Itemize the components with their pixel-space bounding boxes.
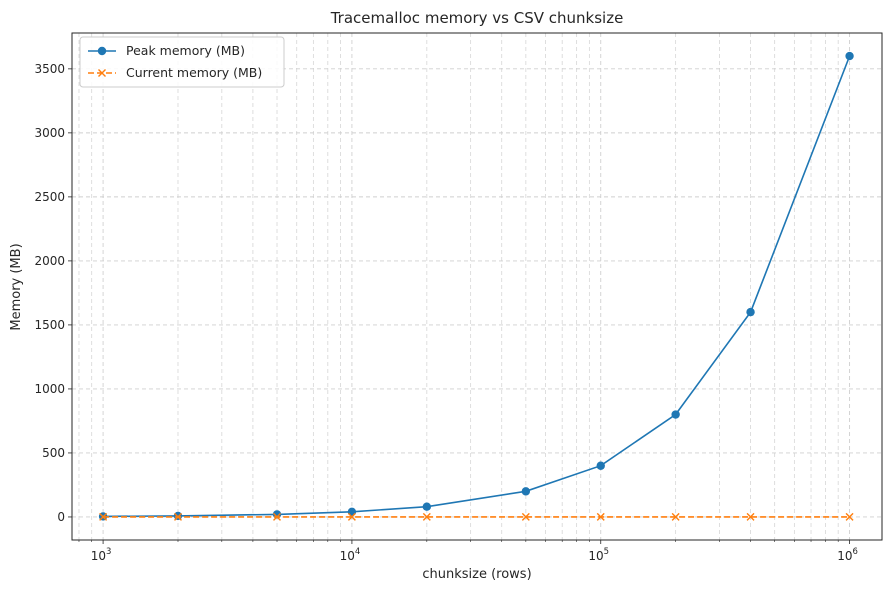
x-marker-stroke: [173, 512, 182, 521]
y-axis-label: Memory (MB): [9, 243, 24, 330]
chart-title: Tracemalloc memory vs CSV chunksize: [330, 9, 624, 27]
data-point-peak: [845, 51, 854, 61]
legend-entry-peak: Peak memory (MB): [88, 43, 245, 58]
y-tick-label: 3500: [34, 62, 65, 76]
x-marker-stroke: [273, 512, 282, 521]
legend-label-peak: Peak memory (MB): [126, 43, 245, 58]
data-point-current: [347, 512, 356, 521]
series-line-0: [103, 55, 851, 518]
y-tick-label: 2500: [34, 190, 65, 204]
legend-swatch-marker: [97, 46, 107, 56]
x-marker-stroke: [422, 512, 431, 521]
data-point-peak: [746, 307, 755, 317]
data-point-peak: [671, 410, 680, 419]
x-marker-stroke: [845, 512, 854, 521]
data-point-current: [521, 512, 530, 521]
x-marker-stroke: [596, 512, 605, 521]
x-axis-ticks: 103 104 105 106: [78, 540, 858, 563]
data-point-current: [422, 512, 431, 521]
y-axis-ticks: 0 500 1000 1500 2000 2500 3000 3500: [34, 62, 72, 524]
x-marker-stroke: [746, 512, 755, 521]
legend-entry-current: Current memory (MB): [88, 65, 262, 80]
x-tick-label: 104: [340, 547, 361, 563]
legend-box: [79, 36, 285, 88]
y-tick-label: 500: [42, 446, 65, 460]
x-axis-label: chunksize (rows): [422, 567, 531, 582]
y-tick-label: 2000: [34, 254, 65, 268]
legend: Peak memory (MB) Current memory (MB): [79, 36, 285, 88]
x-marker-stroke: [671, 512, 680, 521]
data-point-current: [596, 512, 605, 521]
data-point-current: [845, 512, 854, 521]
data-point-current: [746, 512, 755, 521]
legend-label-current: Current memory (MB): [126, 65, 262, 80]
x-tick-label: 106: [837, 547, 858, 563]
x-tick-label: 103: [91, 547, 112, 563]
data-point-current: [99, 512, 108, 521]
legend-swatch-marker: [98, 69, 106, 77]
data-point-peak: [422, 502, 432, 511]
y-tick-label: 3000: [34, 126, 65, 140]
x-marker-stroke: [99, 512, 108, 521]
x-tick-label: 105: [588, 547, 609, 563]
x-marker-stroke: [347, 512, 356, 521]
data-point-peak: [521, 487, 531, 496]
data-point-current: [273, 512, 282, 521]
y-tick-label: 1000: [34, 382, 65, 396]
plot-area: [71, 32, 883, 541]
data-point-peak: [596, 461, 605, 470]
data-point-current: [671, 512, 680, 521]
y-tick-label: 0: [57, 510, 65, 524]
y-tick-label: 1500: [34, 318, 65, 332]
x-marker-stroke: [521, 512, 530, 521]
series-layer: [98, 51, 854, 521]
data-point-current: [173, 512, 182, 521]
